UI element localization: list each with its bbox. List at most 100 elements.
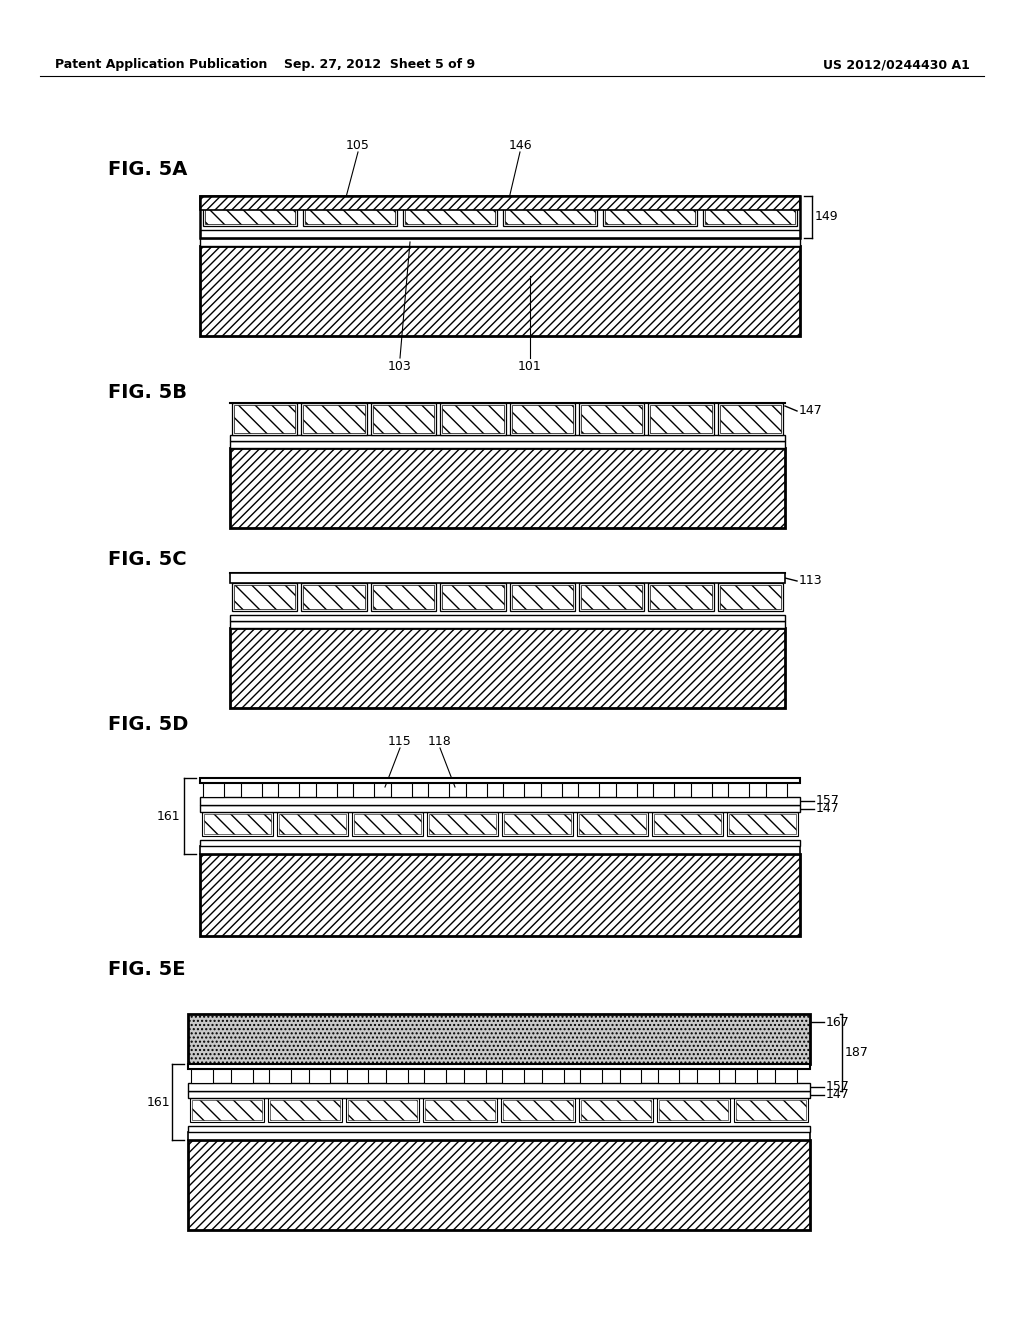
Bar	[200, 846, 800, 854]
Bar	[657, 1069, 679, 1082]
Bar	[200, 230, 800, 238]
Text: 103: 103	[388, 360, 412, 374]
Bar	[581, 1100, 650, 1119]
Bar	[346, 1069, 369, 1082]
Bar	[373, 405, 434, 433]
Bar	[188, 1082, 810, 1092]
Bar	[734, 1098, 808, 1122]
Bar	[371, 403, 436, 436]
Bar	[648, 403, 714, 436]
Bar	[278, 783, 299, 797]
Bar	[403, 198, 497, 226]
Bar	[301, 583, 367, 611]
Text: FIG. 5C: FIG. 5C	[108, 550, 186, 569]
Bar	[230, 441, 785, 447]
Bar	[406, 201, 495, 224]
Text: 157: 157	[826, 1081, 850, 1093]
Text: 147: 147	[799, 404, 822, 417]
Bar	[371, 583, 436, 611]
Bar	[230, 620, 785, 628]
Bar	[278, 812, 348, 836]
Bar	[353, 783, 374, 797]
Bar	[650, 405, 712, 433]
Text: FIG. 5B: FIG. 5B	[108, 383, 187, 403]
Bar	[442, 405, 504, 433]
Text: 161: 161	[146, 1096, 170, 1109]
Bar	[542, 1069, 563, 1082]
Text: 113: 113	[799, 574, 822, 587]
Bar	[579, 403, 644, 436]
Bar	[766, 783, 787, 797]
Bar	[268, 1069, 291, 1082]
Bar	[230, 615, 785, 620]
Bar	[579, 583, 644, 611]
Bar	[391, 783, 413, 797]
Bar	[188, 1092, 810, 1098]
Text: FIG. 5D: FIG. 5D	[108, 715, 188, 734]
Bar	[652, 812, 723, 836]
Text: 105: 105	[346, 139, 370, 152]
Bar	[424, 1069, 446, 1082]
Bar	[510, 583, 574, 611]
Bar	[580, 1069, 601, 1082]
Text: 101: 101	[518, 360, 542, 374]
Bar	[188, 1140, 810, 1230]
Bar	[200, 805, 800, 812]
Bar	[352, 812, 423, 836]
Bar	[316, 783, 337, 797]
Text: 147: 147	[826, 1089, 850, 1101]
Bar	[697, 1069, 719, 1082]
Bar	[729, 814, 796, 834]
Bar	[200, 854, 800, 936]
Bar	[616, 783, 637, 797]
Bar	[200, 797, 800, 805]
Bar	[720, 405, 781, 433]
Bar	[581, 405, 642, 433]
Bar	[345, 1098, 419, 1122]
Bar	[188, 1064, 810, 1069]
Bar	[718, 583, 783, 611]
Bar	[205, 201, 295, 224]
Bar	[603, 198, 697, 226]
Bar	[429, 814, 496, 834]
Text: 115: 115	[388, 735, 412, 748]
Bar	[466, 783, 487, 797]
Bar	[188, 1126, 810, 1133]
Text: 149: 149	[815, 210, 839, 223]
Bar	[230, 447, 785, 528]
Bar	[735, 1069, 757, 1082]
Bar	[503, 1100, 572, 1119]
Bar	[232, 403, 297, 436]
Bar	[373, 585, 434, 609]
Bar	[502, 812, 573, 836]
Bar	[501, 1098, 574, 1122]
Text: FIG. 5A: FIG. 5A	[108, 160, 187, 180]
Bar	[308, 1069, 331, 1082]
Bar	[579, 1098, 652, 1122]
Bar	[440, 583, 506, 611]
Text: Sep. 27, 2012  Sheet 5 of 9: Sep. 27, 2012 Sheet 5 of 9	[285, 58, 475, 71]
Bar	[440, 403, 506, 436]
Bar	[303, 585, 365, 609]
Text: 118: 118	[428, 735, 452, 748]
Bar	[204, 814, 271, 834]
Bar	[653, 783, 674, 797]
Bar	[658, 1100, 728, 1119]
Bar	[354, 814, 421, 834]
Bar	[188, 1133, 810, 1140]
Bar	[504, 814, 571, 834]
Bar	[234, 405, 295, 433]
Bar	[736, 1100, 806, 1119]
Bar	[605, 201, 695, 224]
Bar	[188, 1014, 810, 1064]
Bar	[705, 201, 795, 224]
Bar	[442, 585, 504, 609]
Bar	[502, 1069, 523, 1082]
Bar	[303, 405, 365, 433]
Text: US 2012/0244430 A1: US 2012/0244430 A1	[823, 58, 970, 71]
Bar	[691, 783, 713, 797]
Text: 161: 161	[157, 809, 180, 822]
Bar	[200, 195, 800, 210]
Bar	[505, 201, 595, 224]
Bar	[581, 585, 642, 609]
